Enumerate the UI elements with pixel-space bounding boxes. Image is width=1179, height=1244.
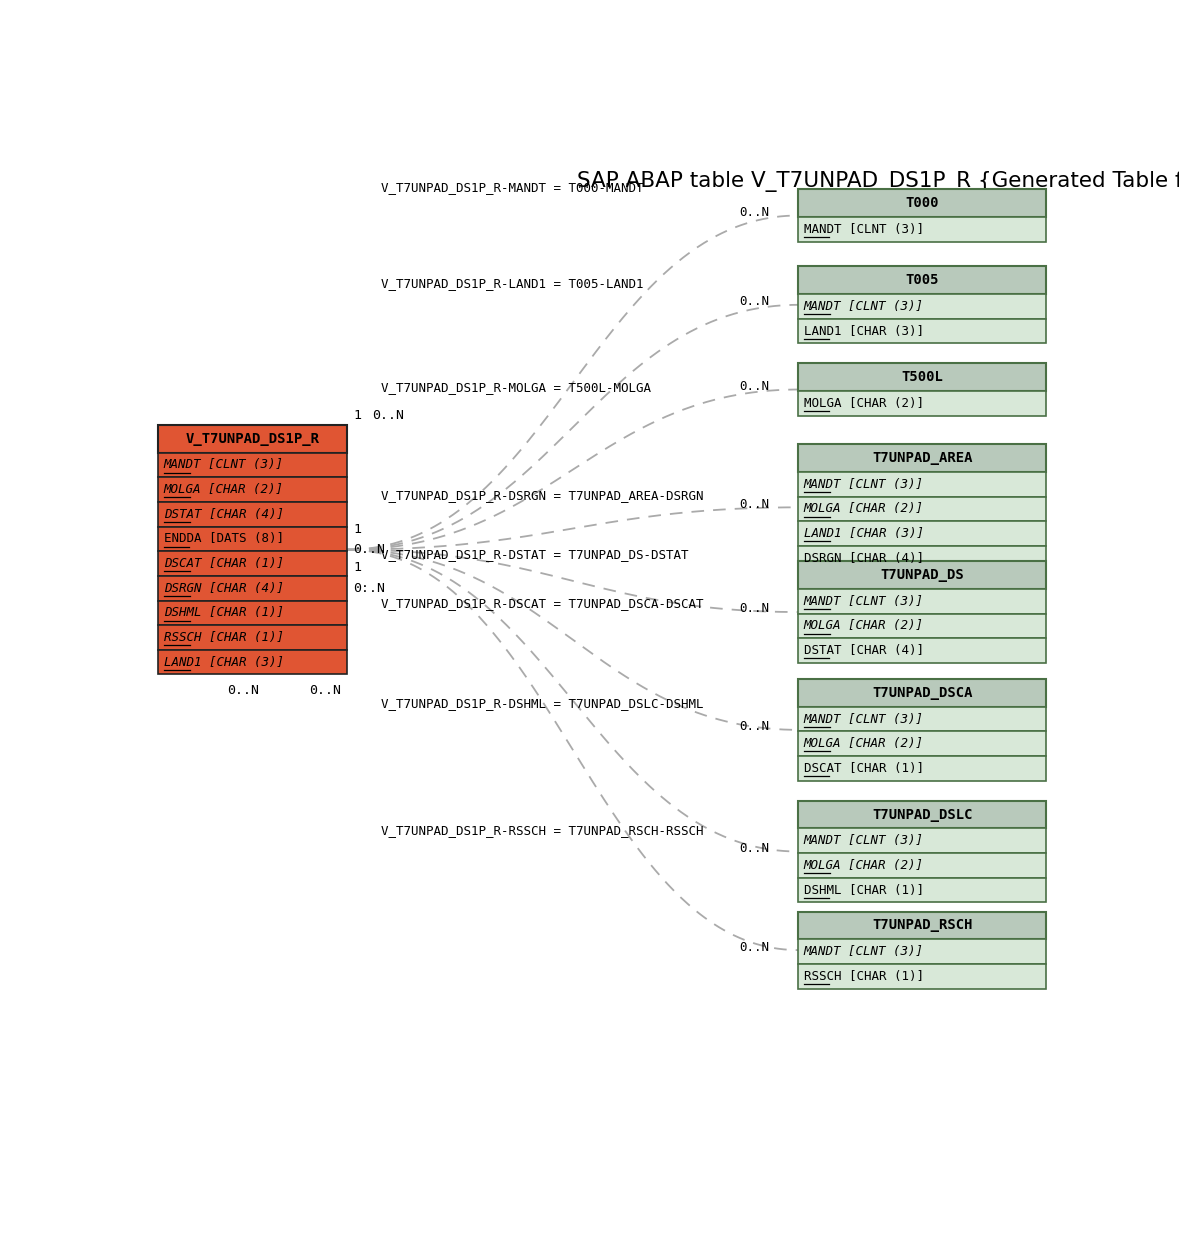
Bar (158, 425, 348, 453)
Text: T7UNPAD_AREA: T7UNPAD_AREA (872, 452, 973, 465)
Text: V_T7UNPAD_DS1P_R-DSRGN = T7UNPAD_AREA-DSRGN: V_T7UNPAD_DS1P_R-DSRGN = T7UNPAD_AREA-DS… (382, 489, 704, 503)
Bar (798, 939, 1047, 964)
Text: V_T7UNPAD_DS1P_R-DSHML = T7UNPAD_DSLC-DSHML: V_T7UNPAD_DS1P_R-DSHML = T7UNPAD_DSLC-DS… (382, 697, 704, 710)
Bar (798, 878, 1047, 902)
Bar (798, 216, 1047, 241)
Bar (798, 444, 1047, 471)
Text: T7UNPAD_RSCH: T7UNPAD_RSCH (872, 918, 973, 933)
Text: T7UNPAD_DS: T7UNPAD_DS (881, 569, 964, 582)
Text: V_T7UNPAD_DS1P_R-MOLGA = T500L-MOLGA: V_T7UNPAD_DS1P_R-MOLGA = T500L-MOLGA (382, 382, 652, 394)
Text: LAND1 [CHAR (3)]: LAND1 [CHAR (3)] (804, 325, 924, 337)
Bar (158, 626, 348, 649)
Bar (158, 649, 348, 674)
Bar (798, 964, 1047, 989)
Text: 0..N: 0..N (309, 684, 342, 697)
Text: V_T7UNPAD_DS1P_R-MANDT = T000-MANDT: V_T7UNPAD_DS1P_R-MANDT = T000-MANDT (382, 182, 644, 194)
Bar (158, 551, 348, 576)
Bar (798, 756, 1047, 781)
Bar (798, 521, 1047, 546)
Text: 1: 1 (354, 524, 362, 536)
Text: 0..N: 0..N (739, 379, 769, 393)
Text: LAND1 [CHAR (3)]: LAND1 [CHAR (3)] (804, 527, 924, 540)
Text: 0..N: 0..N (739, 940, 769, 953)
Bar (158, 576, 348, 601)
Bar (798, 266, 1047, 294)
Text: MOLGA [CHAR (2)]: MOLGA [CHAR (2)] (804, 620, 924, 632)
Text: DSCAT [CHAR (1)]: DSCAT [CHAR (1)] (804, 761, 924, 775)
Text: V_T7UNPAD_DS1P_R: V_T7UNPAD_DS1P_R (186, 432, 320, 445)
Bar (798, 294, 1047, 318)
Bar (798, 318, 1047, 343)
Text: RSSCH [CHAR (1)]: RSSCH [CHAR (1)] (804, 970, 924, 983)
Bar (798, 189, 1047, 216)
Bar (798, 546, 1047, 571)
Text: 0..N: 0..N (739, 602, 769, 616)
Text: MANDT [CLNT (3)]: MANDT [CLNT (3)] (804, 223, 924, 236)
Text: 0..N: 0..N (739, 720, 769, 733)
Bar (158, 453, 348, 478)
Bar (798, 801, 1047, 829)
Text: DSRGN [CHAR (4)]: DSRGN [CHAR (4)] (164, 582, 284, 595)
Bar (158, 501, 348, 526)
Text: T000: T000 (905, 197, 940, 210)
Bar (798, 679, 1047, 707)
Text: MOLGA [CHAR (2)]: MOLGA [CHAR (2)] (804, 858, 924, 872)
Bar (798, 638, 1047, 663)
Text: MANDT [CLNT (3)]: MANDT [CLNT (3)] (804, 945, 924, 958)
Text: 0:.N: 0:.N (354, 582, 386, 595)
Text: MOLGA [CHAR (2)]: MOLGA [CHAR (2)] (804, 503, 924, 515)
Bar (798, 829, 1047, 853)
Text: MANDT [CLNT (3)]: MANDT [CLNT (3)] (804, 300, 924, 312)
Text: 0..N: 0..N (739, 498, 769, 511)
Text: 0..N: 0..N (739, 295, 769, 309)
Text: T500L: T500L (902, 371, 943, 384)
Text: MOLGA [CHAR (2)]: MOLGA [CHAR (2)] (164, 483, 284, 496)
Text: V_T7UNPAD_DS1P_R-LAND1 = T005-LAND1: V_T7UNPAD_DS1P_R-LAND1 = T005-LAND1 (382, 277, 644, 291)
Text: DSHML [CHAR (1)]: DSHML [CHAR (1)] (804, 883, 924, 897)
Text: DSTAT [CHAR (4)]: DSTAT [CHAR (4)] (804, 644, 924, 657)
Text: MANDT [CLNT (3)]: MANDT [CLNT (3)] (804, 713, 924, 725)
Bar (798, 707, 1047, 731)
Text: DSCAT [CHAR (1)]: DSCAT [CHAR (1)] (164, 557, 284, 570)
Text: T7UNPAD_DSLC: T7UNPAD_DSLC (872, 807, 973, 821)
Text: MANDT [CLNT (3)]: MANDT [CLNT (3)] (164, 459, 284, 471)
Text: DSHML [CHAR (1)]: DSHML [CHAR (1)] (164, 606, 284, 620)
Bar (798, 363, 1047, 391)
Text: MANDT [CLNT (3)]: MANDT [CLNT (3)] (804, 595, 924, 608)
Text: RSSCH [CHAR (1)]: RSSCH [CHAR (1)] (164, 631, 284, 644)
Bar (158, 526, 348, 551)
Bar (798, 731, 1047, 756)
Text: MOLGA [CHAR (2)]: MOLGA [CHAR (2)] (804, 738, 924, 750)
Bar (798, 561, 1047, 588)
Text: V_T7UNPAD_DS1P_R-RSSCH = T7UNPAD_RSCH-RSSCH: V_T7UNPAD_DS1P_R-RSSCH = T7UNPAD_RSCH-RS… (382, 825, 704, 837)
Text: SAP ABAP table V_T7UNPAD_DS1P_R {Generated Table for View}: SAP ABAP table V_T7UNPAD_DS1P_R {Generat… (577, 170, 1179, 192)
Text: T7UNPAD_DSCA: T7UNPAD_DSCA (872, 685, 973, 700)
Text: 0..N: 0..N (739, 207, 769, 219)
Bar (798, 853, 1047, 878)
Text: MANDT [CLNT (3)]: MANDT [CLNT (3)] (804, 835, 924, 847)
Text: DSRGN [CHAR (4)]: DSRGN [CHAR (4)] (804, 551, 924, 565)
Bar (798, 496, 1047, 521)
Text: V_T7UNPAD_DS1P_R-DSCAT = T7UNPAD_DSCA-DSCAT: V_T7UNPAD_DS1P_R-DSCAT = T7UNPAD_DSCA-DS… (382, 597, 704, 610)
Text: 0..N: 0..N (739, 842, 769, 855)
Bar (798, 391, 1047, 415)
Text: 1: 1 (354, 409, 362, 422)
Text: 0..N: 0..N (354, 544, 386, 556)
Bar (158, 601, 348, 626)
Text: 0..N: 0..N (373, 409, 404, 422)
Text: 0..N: 0..N (228, 684, 259, 697)
Bar (798, 613, 1047, 638)
Bar (798, 912, 1047, 939)
Bar (158, 478, 348, 501)
Text: 1: 1 (354, 561, 362, 573)
Text: LAND1 [CHAR (3)]: LAND1 [CHAR (3)] (164, 656, 284, 668)
Text: ENDDA [DATS (8)]: ENDDA [DATS (8)] (164, 532, 284, 545)
Text: MANDT [CLNT (3)]: MANDT [CLNT (3)] (804, 478, 924, 490)
Bar (798, 471, 1047, 496)
Text: MOLGA [CHAR (2)]: MOLGA [CHAR (2)] (804, 397, 924, 409)
Bar (798, 588, 1047, 613)
Text: T005: T005 (905, 274, 940, 287)
Text: V_T7UNPAD_DS1P_R-DSTAT = T7UNPAD_DS-DSTAT: V_T7UNPAD_DS1P_R-DSTAT = T7UNPAD_DS-DSTA… (382, 547, 689, 561)
Text: DSTAT [CHAR (4)]: DSTAT [CHAR (4)] (164, 508, 284, 521)
